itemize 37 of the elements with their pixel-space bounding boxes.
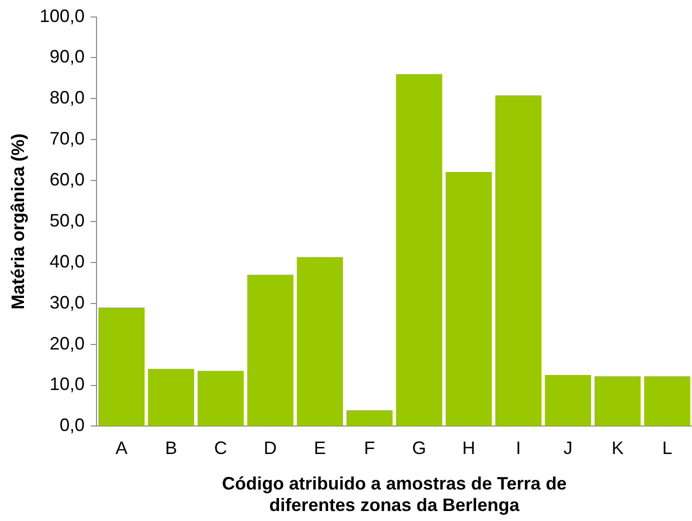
bar <box>495 95 542 426</box>
x-tick-label: I <box>516 438 521 458</box>
y-tick-label: 50,0 <box>50 210 85 230</box>
x-tick-label: G <box>412 438 426 458</box>
x-tick-label: J <box>563 438 572 458</box>
y-tick-label: 70,0 <box>50 128 85 149</box>
y-tick-label: 30,0 <box>50 292 85 312</box>
bar <box>346 410 393 426</box>
x-tick-label: L <box>662 438 672 458</box>
x-tick-label: B <box>165 438 178 458</box>
x-tick-label: C <box>214 438 228 458</box>
y-tick-label: 60,0 <box>50 170 85 190</box>
bar <box>544 375 592 426</box>
bar <box>98 307 145 426</box>
bar <box>594 376 641 426</box>
x-tick-label: A <box>115 438 128 458</box>
y-tick-label: 100,0 <box>40 6 85 26</box>
y-axis-title: Matéria orgânica (%) <box>8 133 28 310</box>
x-tick-label: D <box>264 438 277 458</box>
y-tick-label: 10,0 <box>50 374 85 394</box>
x-axis-title: Código atribuido a amostras de Terra de diferentes zonas da Berlenga <box>222 474 567 516</box>
bar <box>247 274 294 426</box>
y-tick-label: 40,0 <box>50 251 85 272</box>
x-tick-label: E <box>314 438 326 458</box>
bar <box>644 376 690 426</box>
y-tick-label: 20,0 <box>50 333 85 354</box>
bar <box>198 370 244 426</box>
x-tick-label: K <box>612 438 624 458</box>
bar <box>296 257 343 426</box>
x-tick-label: H <box>462 438 476 458</box>
bar <box>396 74 442 426</box>
y-tick-label: 90,0 <box>50 46 85 67</box>
bar <box>148 368 194 426</box>
bar <box>446 172 492 426</box>
y-tick-label: 0,0 <box>60 415 85 436</box>
x-tick-label: F <box>364 438 376 458</box>
y-tick-label: 80,0 <box>50 88 85 108</box>
